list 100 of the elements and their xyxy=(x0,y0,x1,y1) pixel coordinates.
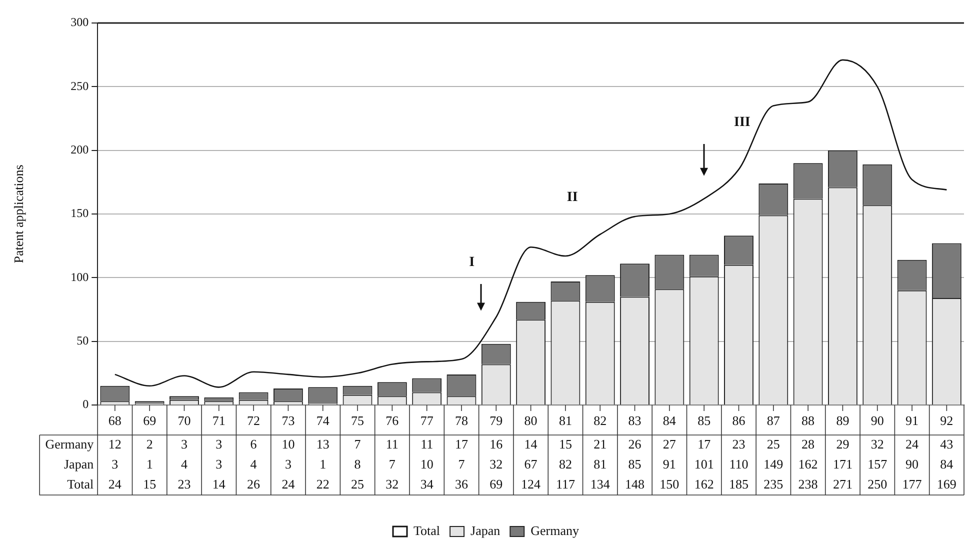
data-label: 28 xyxy=(802,436,815,452)
data-label: 162 xyxy=(694,476,714,492)
x-tick-label: 90 xyxy=(870,413,884,428)
x-tick-label: 89 xyxy=(836,413,850,428)
data-label: 149 xyxy=(764,456,784,472)
x-tick-label: 77 xyxy=(420,413,434,428)
data-label: 185 xyxy=(728,476,748,492)
data-label: 10 xyxy=(282,436,295,452)
data-label: 4 xyxy=(180,456,188,472)
data-label: 1 xyxy=(146,456,153,472)
x-tick-label: 86 xyxy=(732,413,746,428)
data-label: 36 xyxy=(454,476,468,492)
data-label: 3 xyxy=(216,436,222,452)
line-series xyxy=(114,59,948,388)
data-label: 162 xyxy=(798,456,818,472)
text: Total xyxy=(67,476,94,492)
data-label: 271 xyxy=(832,476,852,492)
legend-label: Japan xyxy=(470,522,501,538)
x-tick-label: 92 xyxy=(940,413,954,428)
data-label: 177 xyxy=(902,476,922,492)
data-label: 23 xyxy=(732,436,746,452)
text: Japan xyxy=(64,456,94,472)
data-label: 14 xyxy=(524,436,538,452)
x-tick-label: 84 xyxy=(662,413,676,428)
data-label: 21 xyxy=(594,436,607,452)
data-label: 15 xyxy=(558,436,572,452)
data-label: 26 xyxy=(628,436,642,452)
x-tick-label: 82 xyxy=(594,413,607,428)
data-label: 235 xyxy=(764,476,784,492)
x-tick-label: 80 xyxy=(524,413,538,428)
data-label: 85 xyxy=(628,456,642,472)
annotation: II xyxy=(566,190,578,206)
data-label: 24 xyxy=(906,436,920,452)
data-label: 91 xyxy=(662,456,676,472)
data-label: 32 xyxy=(490,456,503,472)
data-label: 8 xyxy=(354,456,361,472)
data-label: 101 xyxy=(694,456,714,472)
x-tick-label: 73 xyxy=(282,413,295,428)
x-tick-label: 85 xyxy=(698,413,711,428)
data-label: 124 xyxy=(521,476,542,492)
x-tick-label: 72 xyxy=(247,413,260,428)
data-label: 84 xyxy=(940,456,954,472)
data-label: 238 xyxy=(798,476,818,492)
data-label: 134 xyxy=(590,476,610,492)
data-label: 3 xyxy=(284,456,292,472)
x-tick-label: 69 xyxy=(143,413,156,428)
x-tick-label: 81 xyxy=(558,413,572,428)
data-label: 10 xyxy=(420,456,434,472)
annotation: III xyxy=(734,114,750,130)
data-label: 81 xyxy=(594,456,607,472)
x-tick-label: 74 xyxy=(316,413,330,428)
data-label: 22 xyxy=(316,476,330,492)
data-label: 7 xyxy=(388,456,396,472)
x-tick-label: 88 xyxy=(802,413,815,428)
x-tick-label: 70 xyxy=(178,413,191,428)
text: Germany xyxy=(45,436,94,452)
y-tick-label: 100 xyxy=(70,270,89,284)
data-label: 150 xyxy=(660,476,680,492)
legend-label: Total xyxy=(414,522,440,538)
data-label: 82 xyxy=(558,456,572,472)
annotation: I xyxy=(469,254,475,270)
data-label: 3 xyxy=(180,436,188,452)
y-tick-label: 150 xyxy=(70,206,89,220)
data-label: 6 xyxy=(250,436,258,452)
data-label: 157 xyxy=(868,456,888,472)
y-tick-label: 50 xyxy=(76,333,89,348)
data-label: 24 xyxy=(108,476,122,492)
data-label: 7 xyxy=(458,456,466,472)
x-tick-label: 78 xyxy=(454,413,468,428)
y-tick-label: 0 xyxy=(82,397,89,412)
data-label: 1 xyxy=(320,456,326,472)
data-label: 2 xyxy=(146,436,153,452)
legend-label: Germany xyxy=(530,522,580,538)
data-label: 67 xyxy=(524,456,538,472)
data-label: 250 xyxy=(868,476,888,492)
data-label: 110 xyxy=(729,456,748,472)
x-tick-label: 71 xyxy=(212,413,226,428)
data-label: 34 xyxy=(420,476,434,492)
data-label: 25 xyxy=(766,436,780,452)
data-label: 32 xyxy=(386,476,399,492)
x-tick-label: 68 xyxy=(108,413,122,428)
data-label: 148 xyxy=(625,476,645,492)
data-label: 12 xyxy=(108,436,122,452)
data-label: 17 xyxy=(454,436,468,452)
data-label: 24 xyxy=(282,476,296,492)
data-label: 7 xyxy=(354,436,362,452)
data-label: 169 xyxy=(936,476,956,492)
data-label: 11 xyxy=(386,436,398,452)
data-label: 3 xyxy=(112,456,118,472)
data-label: 69 xyxy=(490,476,503,492)
y-axis-title: Patent applications xyxy=(11,164,26,264)
x-tick-label: 83 xyxy=(628,413,642,428)
data-label: 90 xyxy=(906,456,919,472)
data-label: 4 xyxy=(250,456,258,472)
x-tick-label: 87 xyxy=(766,413,780,428)
y-tick-label: 250 xyxy=(70,78,89,93)
data-label: 25 xyxy=(351,476,364,492)
data-label: 15 xyxy=(143,476,156,492)
data-label: 26 xyxy=(247,476,261,492)
x-tick-label: 91 xyxy=(906,413,919,428)
